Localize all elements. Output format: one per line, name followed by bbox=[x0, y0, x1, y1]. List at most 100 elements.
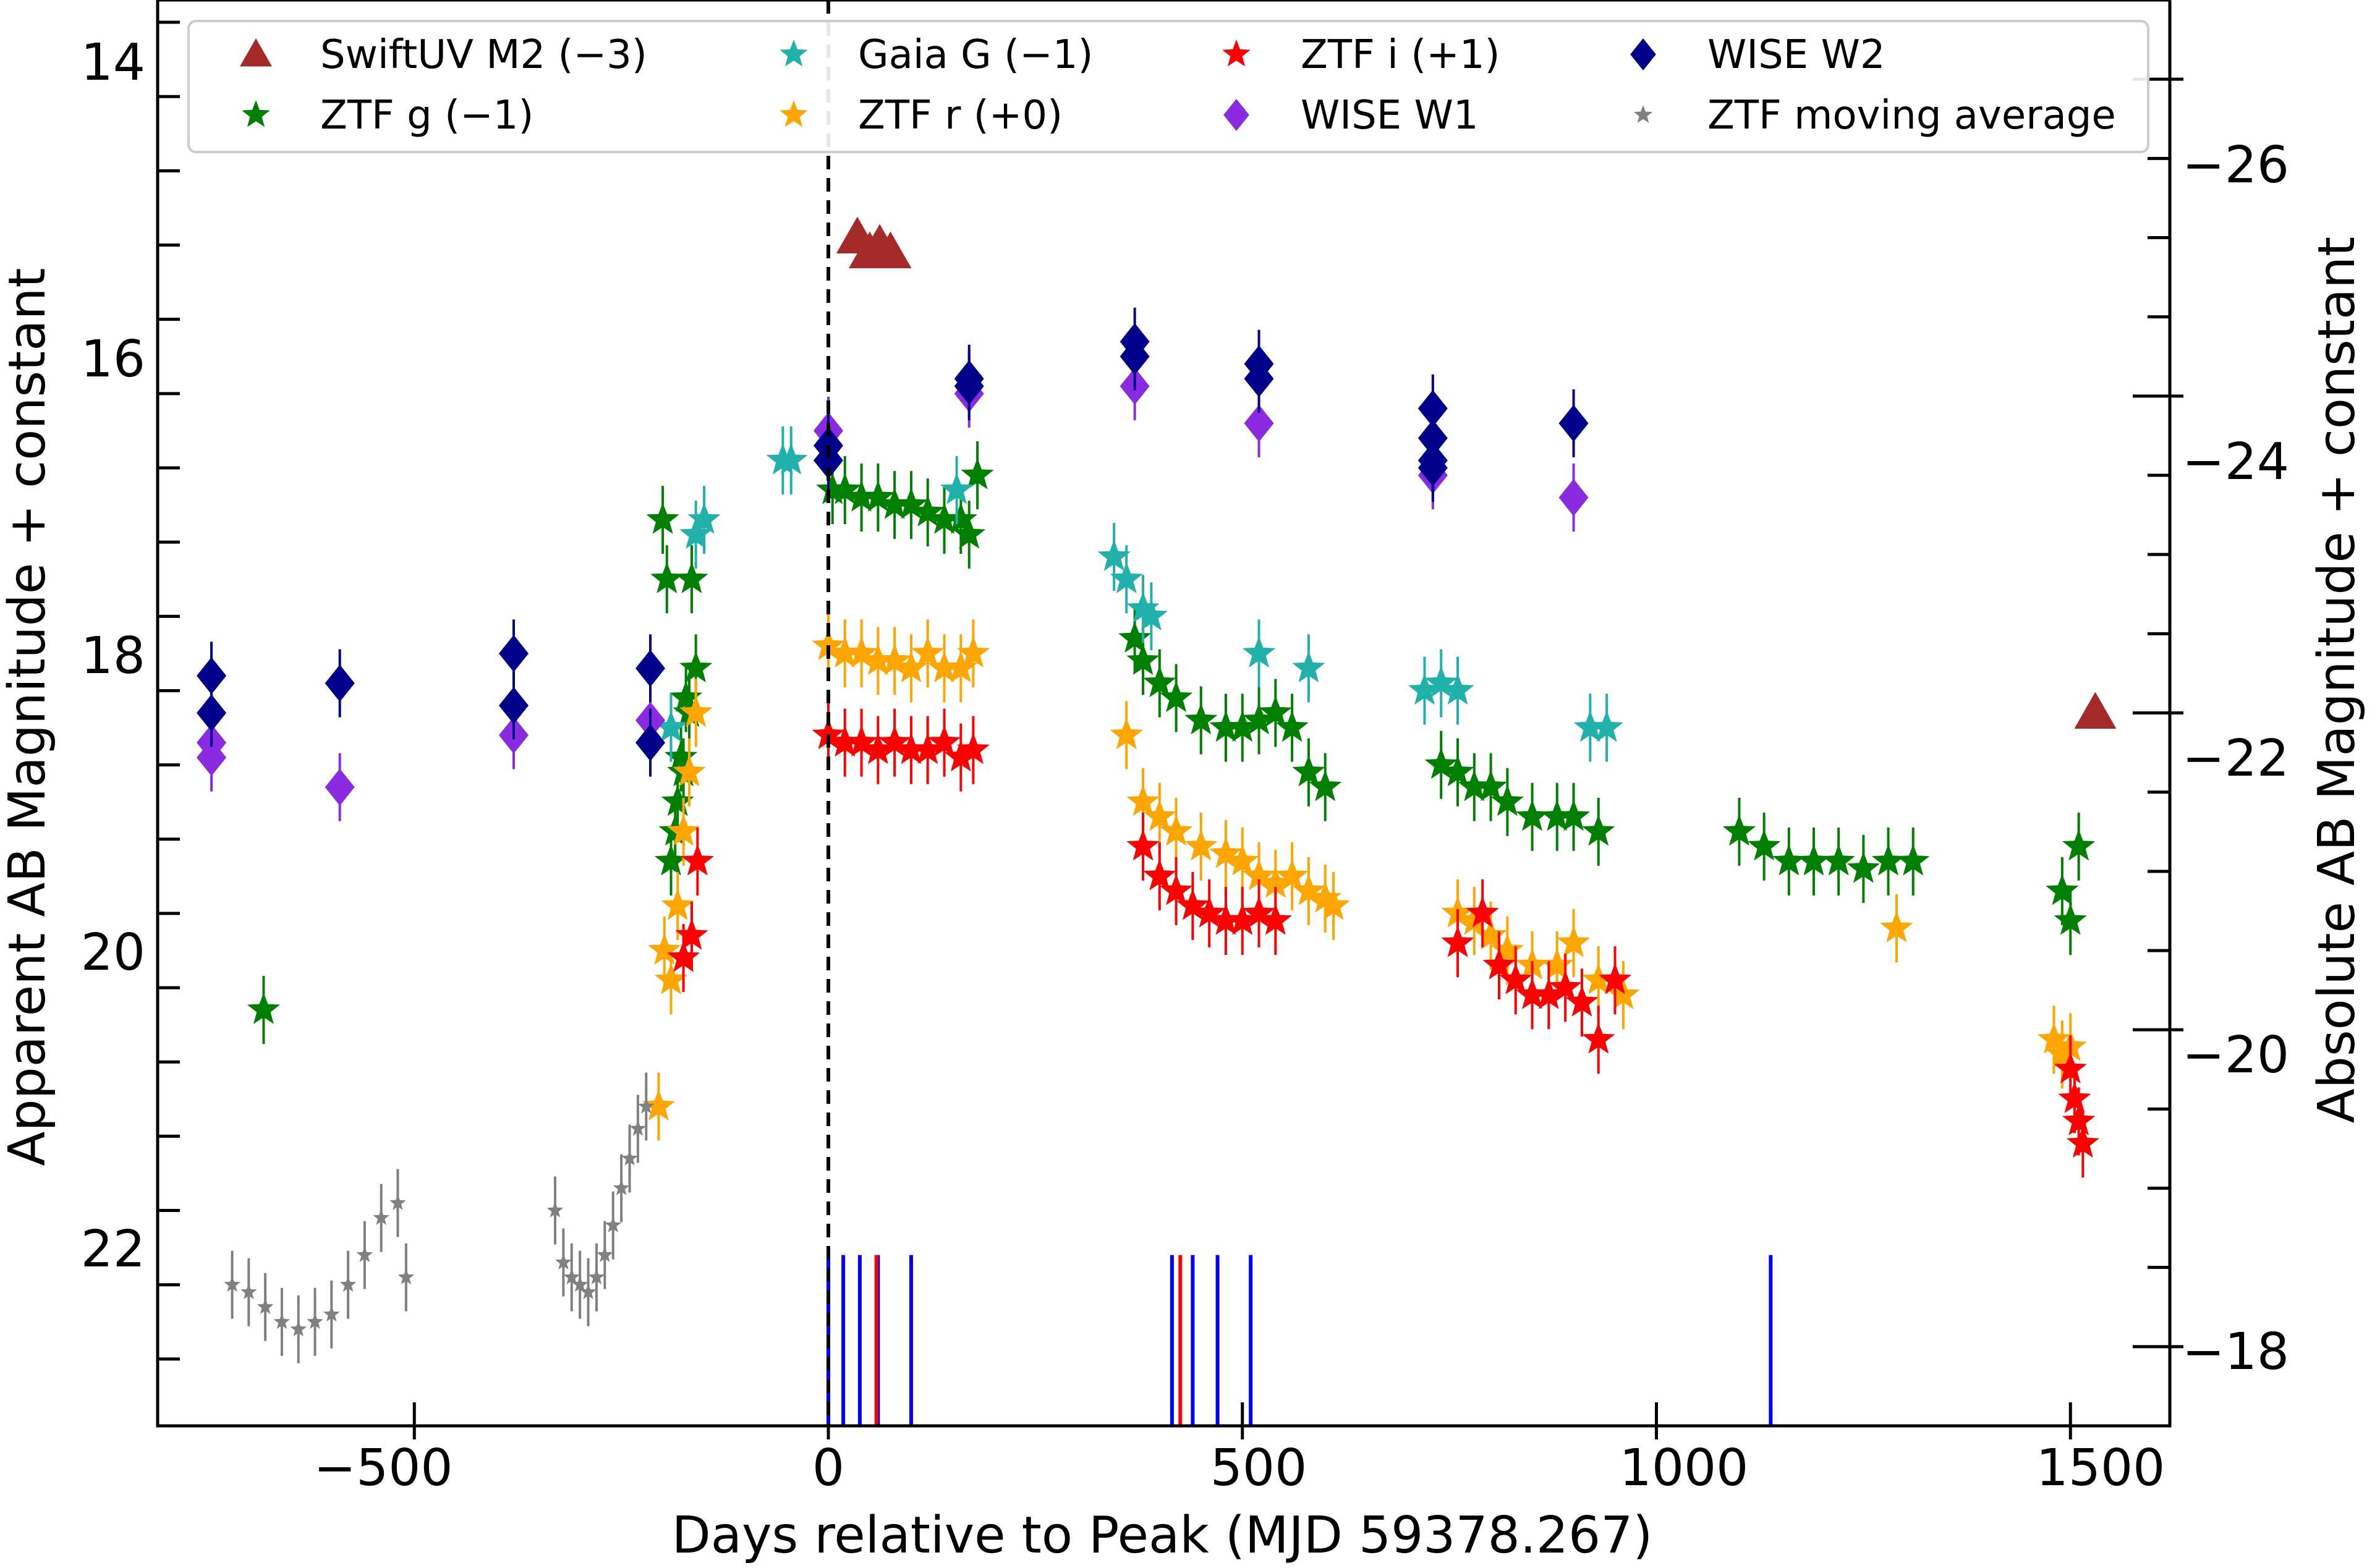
data-point bbox=[828, 725, 862, 757]
data-point bbox=[1408, 673, 1442, 705]
data-point bbox=[679, 517, 713, 549]
data-point bbox=[2037, 1022, 2071, 1054]
series-ztf-i-1 bbox=[667, 701, 2099, 1178]
data-point bbox=[1441, 755, 1474, 787]
data-point bbox=[1541, 799, 1574, 831]
data-point bbox=[927, 502, 961, 534]
y-right-axis-title: Absolute AB Magnitude + constant bbox=[2308, 237, 2366, 1124]
data-point bbox=[675, 562, 708, 593]
data-point bbox=[654, 963, 688, 994]
data-point bbox=[1590, 710, 1623, 742]
data-point bbox=[1598, 963, 1632, 994]
data-point bbox=[1474, 918, 1508, 950]
data-point bbox=[1259, 866, 1292, 898]
legend-marker bbox=[1223, 99, 1249, 131]
data-point bbox=[1209, 710, 1243, 742]
data-point bbox=[654, 844, 688, 876]
data-point bbox=[1242, 896, 1276, 928]
data-point bbox=[812, 718, 845, 750]
data-point bbox=[1722, 814, 1756, 846]
data-point bbox=[927, 651, 961, 683]
data-point bbox=[597, 1246, 613, 1262]
data-point bbox=[307, 1313, 323, 1329]
axis-ticks bbox=[158, 0, 2183, 1439]
data-point bbox=[895, 732, 928, 765]
data-point bbox=[1516, 799, 1549, 831]
x-tick-label: 0 bbox=[812, 1439, 844, 1498]
data-point bbox=[669, 680, 703, 713]
data-point bbox=[621, 1150, 638, 1166]
data-point bbox=[1573, 710, 1607, 742]
x-tick-label: 500 bbox=[1210, 1439, 1307, 1498]
data-point bbox=[498, 635, 529, 672]
data-point bbox=[1226, 844, 1259, 876]
data-point bbox=[546, 1201, 564, 1218]
data-point bbox=[878, 643, 911, 675]
data-point bbox=[944, 651, 977, 683]
data-point bbox=[1226, 710, 1259, 742]
data-point bbox=[1490, 784, 1524, 816]
data-point bbox=[571, 1276, 589, 1292]
data-point bbox=[878, 725, 911, 757]
data-point bbox=[1118, 621, 1152, 653]
x-tick-label: −500 bbox=[313, 1439, 453, 1498]
data-point bbox=[1558, 404, 1589, 442]
data-point bbox=[498, 687, 529, 724]
data-point bbox=[812, 629, 845, 660]
data-point bbox=[845, 725, 878, 757]
data-point bbox=[1582, 1022, 1615, 1054]
data-point bbox=[588, 1268, 605, 1284]
data-point bbox=[1847, 851, 1880, 883]
data-point bbox=[555, 1253, 572, 1269]
data-point bbox=[661, 784, 694, 816]
data-point bbox=[2074, 692, 2117, 729]
data-point bbox=[1184, 829, 1218, 861]
data-point bbox=[1110, 562, 1143, 593]
data-point bbox=[1897, 844, 1930, 876]
data-point bbox=[635, 650, 666, 687]
data-point bbox=[648, 933, 681, 965]
data-point bbox=[1309, 769, 1342, 802]
legend-label: ZTF i (+1) bbox=[1301, 32, 1500, 78]
data-point bbox=[1259, 695, 1292, 727]
legend-label: SwiftUV M2 (−3) bbox=[320, 32, 647, 78]
data-point bbox=[775, 443, 808, 475]
data-point bbox=[1417, 449, 1448, 486]
data-point bbox=[635, 724, 666, 761]
data-point bbox=[240, 1283, 257, 1299]
data-point bbox=[1143, 858, 1176, 891]
data-point bbox=[845, 636, 878, 667]
y-right-tick-label: −20 bbox=[2182, 1026, 2289, 1085]
data-point bbox=[944, 502, 977, 534]
data-point bbox=[257, 1298, 274, 1315]
data-point bbox=[861, 480, 895, 512]
data-point bbox=[927, 725, 961, 757]
data-point bbox=[1541, 948, 1574, 980]
data-point bbox=[389, 1194, 406, 1210]
data-point bbox=[273, 1313, 291, 1329]
data-point bbox=[397, 1268, 415, 1284]
data-point bbox=[197, 657, 227, 695]
legend-marker bbox=[1222, 40, 1251, 67]
data-point bbox=[290, 1320, 307, 1337]
data-point bbox=[1176, 888, 1209, 920]
data-point bbox=[1184, 703, 1218, 735]
data-point bbox=[1424, 747, 1458, 779]
data-point bbox=[642, 1089, 675, 1121]
data-series bbox=[197, 216, 2117, 1363]
data-point bbox=[828, 636, 862, 667]
data-point bbox=[325, 664, 355, 702]
data-point bbox=[667, 814, 700, 846]
legend-marker bbox=[242, 100, 270, 127]
data-point bbox=[1242, 703, 1276, 735]
data-point bbox=[2058, 1082, 2091, 1113]
series-wise-w2 bbox=[197, 307, 1589, 777]
data-point bbox=[1317, 888, 1350, 920]
data-point bbox=[1242, 636, 1276, 667]
data-point bbox=[1126, 829, 1160, 861]
y-tick-label: 22 bbox=[81, 1220, 145, 1279]
data-point bbox=[954, 367, 984, 405]
data-point bbox=[1466, 896, 1499, 928]
data-point bbox=[1292, 873, 1325, 905]
y-tick-labels: 14 16 18 20 22 bbox=[81, 33, 145, 1279]
